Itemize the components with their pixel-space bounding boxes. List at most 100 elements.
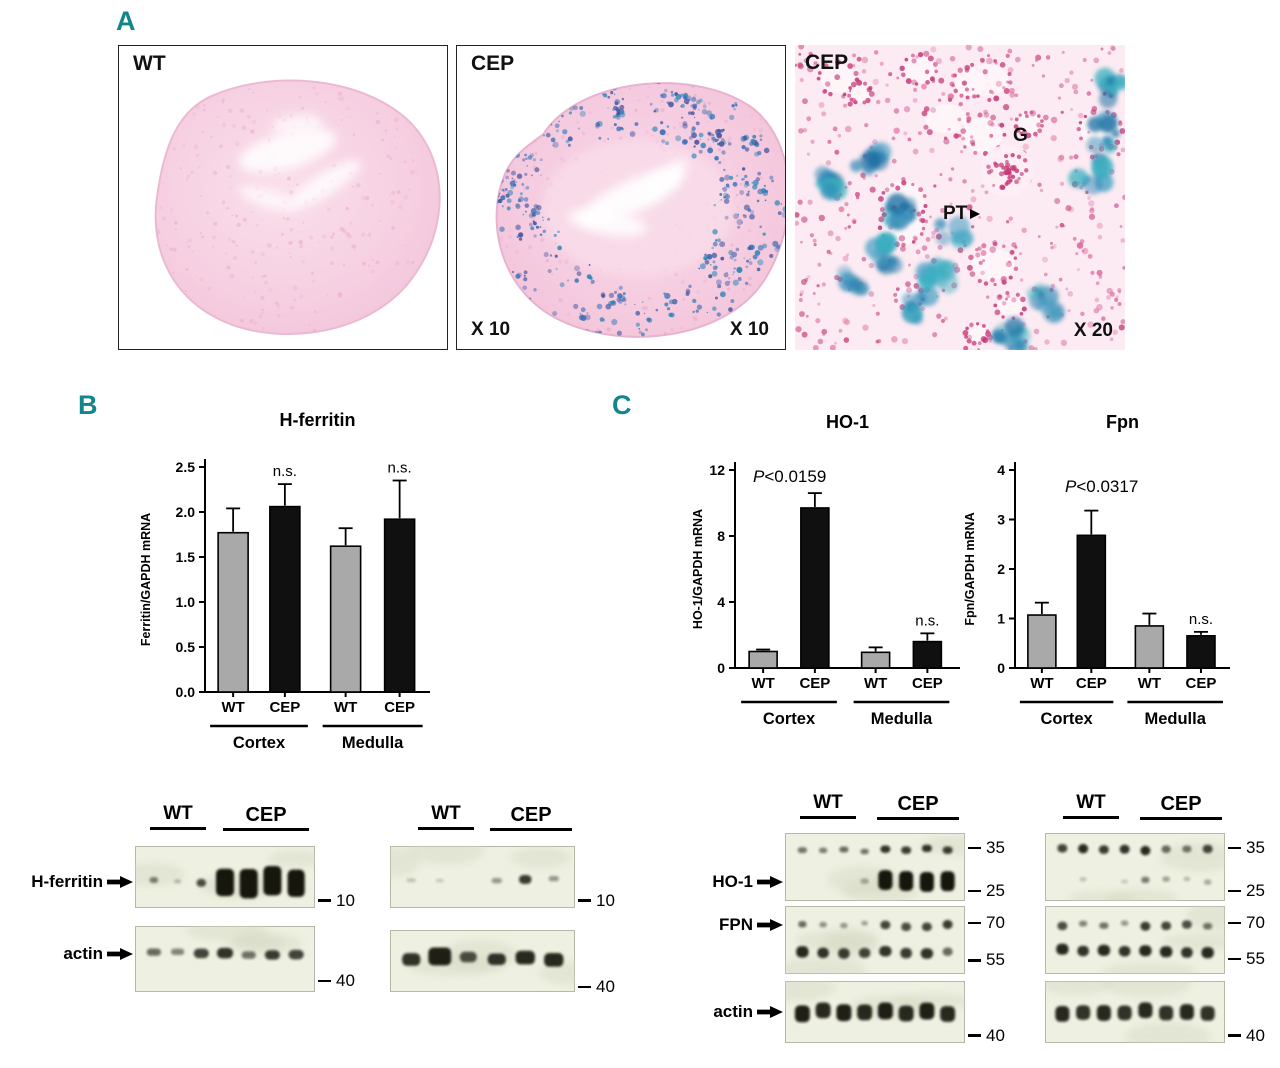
mw-marker-10: 10 xyxy=(318,891,355,911)
y-axis-label: Ferritin/GAPDH mRNA xyxy=(139,513,153,646)
x-category-label: WT xyxy=(751,675,774,692)
ns-annotation: n.s. xyxy=(388,460,412,477)
western-blot-set-b-right: WT CEP 10 40 xyxy=(390,800,625,1000)
chart-title: H-ferritin xyxy=(280,410,356,430)
mw-marker-25: 25 xyxy=(1228,881,1265,901)
bar-cep-1 xyxy=(800,507,830,669)
panel-b-label: B xyxy=(78,390,98,420)
blot-film: 35 25 xyxy=(1045,833,1265,901)
x-category-label: WT xyxy=(221,699,244,716)
y-axis-label: Fpn/GAPDH mRNA xyxy=(963,512,977,625)
x-category-label: CEP xyxy=(1076,675,1107,692)
y-tick-label: 2.0 xyxy=(176,504,196,520)
marker-label: 35 xyxy=(986,837,1005,857)
x-category-label: CEP xyxy=(1186,675,1217,692)
marker-label: 10 xyxy=(596,890,615,910)
micrograph-label-wt: WT xyxy=(133,52,166,75)
magnification-label: X 10 xyxy=(471,319,511,340)
marker-label: 55 xyxy=(1246,949,1265,969)
arrowhead-icon xyxy=(970,209,981,219)
mw-marker-55: 55 xyxy=(1228,949,1265,969)
blot-row-label-text: actin xyxy=(63,944,103,963)
ho-1-chart-svg: HO-1 HO-1/GAPDH mRNA 0 4 8 12 WT CEP WT CEP n.s. P<… xyxy=(691,412,960,728)
marker-label: 70 xyxy=(1246,913,1265,932)
arrow-right-icon xyxy=(107,948,133,960)
marker-label: 10 xyxy=(336,890,355,910)
marker-label: 25 xyxy=(1246,880,1265,900)
marker-label: 35 xyxy=(1246,837,1265,857)
mw-marker-40: 40 xyxy=(318,971,355,991)
mw-marker-35: 35 xyxy=(968,838,1005,858)
x-category-label: WT xyxy=(1030,675,1053,692)
mw-marker-35: 35 xyxy=(1228,838,1265,858)
blot-row-label-actin-c: actin xyxy=(692,1001,783,1023)
blot-film: 10 xyxy=(390,846,615,910)
y-tick-label: 0 xyxy=(717,660,725,676)
marker-dash-icon xyxy=(1228,957,1241,961)
marker-dash-icon xyxy=(1228,921,1241,925)
mw-marker-10: 10 xyxy=(578,891,615,911)
bar-wt-0 xyxy=(748,650,778,669)
bar-cep-3 xyxy=(1186,635,1216,669)
arrow-right-icon xyxy=(757,1006,783,1018)
panel-c-label: C xyxy=(612,390,632,420)
micrograph-wt-kidney: WT xyxy=(118,45,448,350)
blot-film: 70 55 xyxy=(1045,906,1265,974)
ns-annotation: n.s. xyxy=(915,612,939,629)
western-blot-set-c-right: WT CEP 35 25 70 55 40 xyxy=(1045,785,1280,1068)
x-category-label: WT xyxy=(864,675,887,692)
lane-group-header-cep: CEP xyxy=(877,793,959,820)
blot-film: 35 25 xyxy=(785,833,1005,901)
blot-film: 40 xyxy=(390,930,615,996)
lane-group-header-cep: CEP xyxy=(1140,793,1222,820)
blot-film-svg xyxy=(390,930,575,992)
mw-marker-70: 70 xyxy=(1228,913,1265,933)
marker-dash-icon xyxy=(318,899,331,902)
mw-marker-40: 40 xyxy=(578,977,615,997)
group-label-cortex: Cortex xyxy=(233,734,286,752)
y-tick-label: 0.0 xyxy=(176,684,196,700)
fpn-chart-svg: Fpn Fpn/GAPDH mRNA 0 1 2 3 4 WT CEP WT CEP n.s. P<0.… xyxy=(963,412,1230,728)
micrograph-cep-kidney-zoom: CEP G PT X 20 xyxy=(795,45,1125,350)
bar-wt-2 xyxy=(1134,625,1165,669)
bar-chart-h-ferritin: H-ferritin Ferritin/GAPDH mRNA 0.0 0.5 1.0 1.… xyxy=(130,400,460,770)
mw-marker-55: 55 xyxy=(968,950,1005,970)
y-axis-label: HO-1/GAPDH mRNA xyxy=(691,509,705,629)
marker-dash-icon xyxy=(1228,846,1241,850)
blot-row-label-actin-b: actin xyxy=(36,943,133,965)
chart-title: HO-1 xyxy=(826,412,869,432)
chart-title: Fpn xyxy=(1106,412,1139,432)
blot-film: 40 xyxy=(785,981,1005,1045)
micrograph-label-cep: CEP xyxy=(805,51,849,74)
western-blot-set-c-left: WT CEP 35 25 70 55 40 xyxy=(785,785,1020,1068)
marker-dash-icon xyxy=(578,985,591,989)
group-label-medulla: Medulla xyxy=(1144,710,1206,728)
marker-label: 40 xyxy=(596,977,615,997)
proximal-tubule-text: PT xyxy=(943,203,968,224)
marker-dash-icon xyxy=(968,959,981,962)
marker-label: 25 xyxy=(986,880,1005,900)
blot-row-label-h-ferritin: H-ferritin xyxy=(2,871,133,893)
bar-cep-1 xyxy=(1076,534,1107,669)
marker-label: 40 xyxy=(986,1025,1005,1045)
group-label-medulla: Medulla xyxy=(342,734,404,752)
arrow-right-icon xyxy=(757,876,783,888)
panel-a-label: A xyxy=(116,6,136,36)
lane-group-header-cep: CEP xyxy=(490,804,572,831)
proximal-tubule-label: PT xyxy=(943,203,981,225)
blot-film-svg xyxy=(1045,981,1225,1043)
ns-annotation: n.s. xyxy=(1189,611,1213,628)
magnification-label: X 10 xyxy=(729,319,769,340)
mw-marker-25: 25 xyxy=(968,881,1005,901)
x-category-label: WT xyxy=(1138,675,1161,692)
lane-group-header-wt: WT xyxy=(418,803,474,830)
blot-film-svg xyxy=(785,981,965,1043)
ns-annotation: n.s. xyxy=(273,463,297,480)
h-ferritin-chart-svg: H-ferritin Ferritin/GAPDH mRNA 0.0 0.5 1.0 1.… xyxy=(139,410,430,752)
marker-label: 40 xyxy=(336,970,355,990)
blot-row-label-text: H-ferritin xyxy=(31,872,103,891)
y-tick-label: 2 xyxy=(997,561,1005,577)
y-tick-label: 0.5 xyxy=(176,639,196,655)
y-tick-label: 1.5 xyxy=(176,549,196,565)
x-category-label: CEP xyxy=(912,675,943,692)
